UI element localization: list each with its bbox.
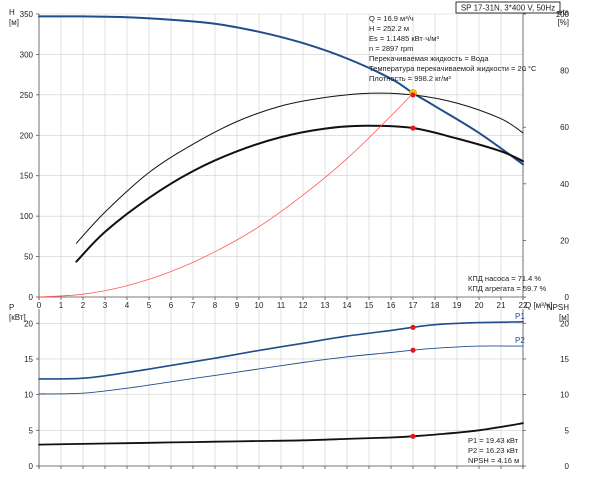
- x-tick-label: 4: [125, 301, 130, 310]
- bottom-chart-grid: [38, 309, 524, 467]
- bottom-series-line-1: [38, 345, 524, 395]
- x-tick-label: 19: [453, 301, 462, 310]
- left-tick-label: 10: [24, 391, 33, 400]
- left-axis-unit: [м]: [9, 18, 19, 27]
- x-tick-label: 14: [343, 301, 352, 310]
- bottom-chart-markers: [410, 324, 416, 439]
- left-tick-label: 150: [20, 172, 34, 181]
- right-tick-label: 20: [560, 236, 569, 245]
- x-tick-label: 3: [103, 301, 108, 310]
- pump-title-box: [455, 1, 561, 14]
- right-tick-label: 5: [565, 426, 570, 435]
- left-tick-label: 0: [29, 293, 34, 302]
- left-axis-unit: [кВт]: [9, 313, 26, 322]
- left-tick-label: 100: [20, 212, 34, 221]
- right-tick-label: 80: [560, 67, 569, 76]
- top-operating-point-marker-1: [410, 92, 416, 98]
- x-tick-label: 2: [81, 301, 86, 310]
- right-tick-label: 20: [560, 319, 569, 328]
- x-tick-label: 16: [387, 301, 396, 310]
- x-tick-label: 12: [299, 301, 308, 310]
- x-tick-label: 0: [37, 301, 42, 310]
- right-tick-label: 40: [560, 180, 569, 189]
- top-series-line-0: [38, 15, 524, 166]
- p2-value-label: P2 = 16.23 кВт: [468, 446, 519, 455]
- x-tick-label: 21: [497, 301, 506, 310]
- right-axis-title: NPSH: [547, 303, 569, 312]
- x-tick-label: 18: [431, 301, 440, 310]
- info-line-head: H = 252.2 м: [369, 24, 409, 33]
- npsh-value-label: NPSH = 4.16 м: [468, 456, 519, 465]
- x-tick-label: 13: [321, 301, 330, 310]
- left-tick-label: 300: [20, 50, 34, 59]
- bottom-series-line-2: [38, 422, 524, 446]
- right-axis-unit: [м]: [559, 313, 569, 322]
- x-tick-label: 5: [147, 301, 152, 310]
- right-axis-unit: [%]: [557, 18, 569, 27]
- left-tick-label: 200: [20, 131, 34, 140]
- pump-title: SP 17-31N, 3*400 V, 50Hz: [461, 4, 555, 13]
- top-series-line-3: [38, 92, 414, 298]
- top-chart-markers: [408, 89, 417, 131]
- x-tick-label: 6: [169, 301, 174, 310]
- info-line-energy: Es = 1.1485 кВт·ч/м³: [369, 34, 439, 43]
- left-tick-label: 50: [24, 253, 33, 262]
- bottom-series-label-p2: P2: [515, 336, 525, 345]
- left-axis-title: H: [9, 8, 15, 17]
- bottom-series-line-0: [38, 321, 524, 380]
- x-tick-label: 8: [213, 301, 218, 310]
- right-tick-label: 0: [565, 293, 570, 302]
- x-axis-title: Q [м³/ч]: [525, 301, 552, 310]
- info-line-density: Плотность = 998.2 кг/м³: [369, 74, 451, 83]
- left-axis-title: P: [9, 303, 14, 312]
- left-tick-label: 0: [29, 462, 34, 471]
- x-tick-label: 7: [191, 301, 196, 310]
- info-line-speed: n = 2897 rpm: [369, 44, 413, 53]
- left-tick-label: 250: [20, 91, 34, 100]
- left-tick-label: 5: [29, 426, 34, 435]
- right-tick-label: 0: [565, 462, 570, 471]
- left-tick-label: 15: [24, 355, 33, 364]
- efficiency-info: КПД насоса = 71.4 % КПД агрегата = 59.7 …: [468, 274, 546, 293]
- bottom-operating-point-marker-0: [410, 324, 416, 330]
- x-tick-label: 15: [365, 301, 374, 310]
- right-tick-label: 10: [560, 391, 569, 400]
- right-tick-label: 60: [560, 123, 569, 132]
- operating-point-info: Q = 16.9 м³/ч H = 252.2 м Es = 1.1485 кВ…: [369, 14, 537, 83]
- top-operating-point-marker-2: [410, 125, 416, 131]
- bottom-operating-point-marker-2: [410, 433, 416, 439]
- top-series-line-2: [75, 124, 524, 263]
- bottom-operating-point-marker-1: [410, 347, 416, 353]
- bottom-series-label-p1: P1: [515, 312, 525, 321]
- left-tick-label: 350: [20, 10, 34, 19]
- left-tick-label: 20: [24, 319, 33, 328]
- x-tick-label: 17: [409, 301, 418, 310]
- x-tick-label: 11: [277, 301, 286, 310]
- info-line-temperature: Температура перекачиваемой жидкости = 20…: [369, 64, 537, 73]
- right-tick-label: 15: [560, 355, 569, 364]
- p1-value-label: P1 = 19.43 кВт: [468, 436, 519, 445]
- info-line-liquid: Перекачиваемая жидкость = Вода: [369, 54, 489, 63]
- x-tick-label: 20: [475, 301, 484, 310]
- top-series-line-1: [75, 92, 524, 244]
- right-axis-title: eta: [558, 8, 570, 17]
- x-tick-label: 10: [255, 301, 264, 310]
- x-tick-label: 1: [59, 301, 64, 310]
- top-chart-series: [38, 15, 524, 298]
- bottom-chart-series: P1 P2: [38, 312, 525, 446]
- power-info: P1 = 19.43 кВт P2 = 16.23 кВт NPSH = 4.1…: [468, 436, 519, 465]
- x-tick-label: 9: [235, 301, 240, 310]
- x-tick-label: 22: [519, 301, 528, 310]
- pump-efficiency-label: КПД насоса = 71.4 %: [468, 274, 541, 283]
- unit-efficiency-label: КПД агрегата = 59.7 %: [468, 284, 546, 293]
- info-line-flow: Q = 16.9 м³/ч: [369, 14, 414, 23]
- right-tick-label: 100: [556, 10, 570, 19]
